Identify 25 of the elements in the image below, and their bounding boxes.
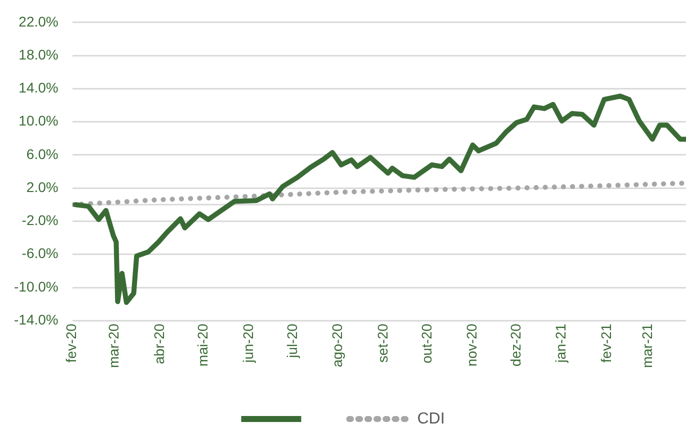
x-tick-label: fev-20 [63,323,80,363]
x-tick-label: mar-21 [638,323,655,368]
x-tick-label: jan-21 [552,323,569,364]
y-tick-label: 22.0% [18,13,58,30]
x-tick-label: mar-20 [106,323,122,368]
x-tick-label: nov-20 [464,323,480,366]
y-tick-label: -14.0% [14,312,58,328]
y-tick-label: -6.0% [22,245,58,262]
x-tick-label: ago-20 [329,323,346,368]
x-tick-label: abr-20 [150,323,167,364]
y-tick-label: 14.0% [18,80,58,96]
y-tick-label: -10.0% [14,278,58,294]
y-tick-label: -2.0% [22,212,58,228]
x-tick-label: out-20 [418,323,434,364]
x-tick-label: jun-20 [240,323,256,364]
y-tick-label: 10.0% [18,112,58,129]
legend-label: CDI [417,410,445,428]
y-tick-label: 2.0% [26,178,58,195]
x-tick-label: dez-20 [507,323,524,366]
x-tick-label: fev-21 [598,323,614,363]
y-tick-label: 6.0% [26,146,58,162]
x-tick-label: set-20 [374,323,390,363]
x-tick-label: mai-20 [194,323,211,366]
y-tick-label: 18.0% [18,46,58,62]
x-tick-label: jul-20 [284,323,300,359]
